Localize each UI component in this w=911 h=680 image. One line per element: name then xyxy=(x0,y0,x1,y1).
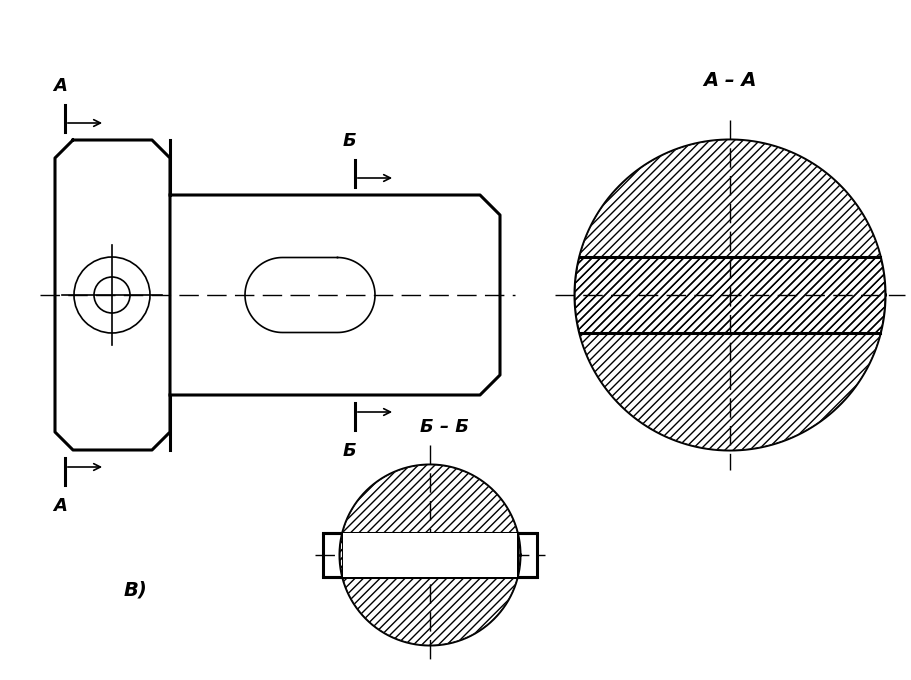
Text: Б: Б xyxy=(343,132,356,150)
Text: В): В) xyxy=(123,581,147,600)
Polygon shape xyxy=(343,533,517,577)
Polygon shape xyxy=(340,465,519,577)
Text: Б: Б xyxy=(343,442,356,460)
Polygon shape xyxy=(574,257,884,450)
Text: А – А: А – А xyxy=(702,71,756,90)
Polygon shape xyxy=(340,533,519,645)
Text: Б – Б: Б – Б xyxy=(420,418,468,436)
Text: А: А xyxy=(53,497,67,515)
Text: А: А xyxy=(53,77,67,95)
Polygon shape xyxy=(574,140,884,333)
